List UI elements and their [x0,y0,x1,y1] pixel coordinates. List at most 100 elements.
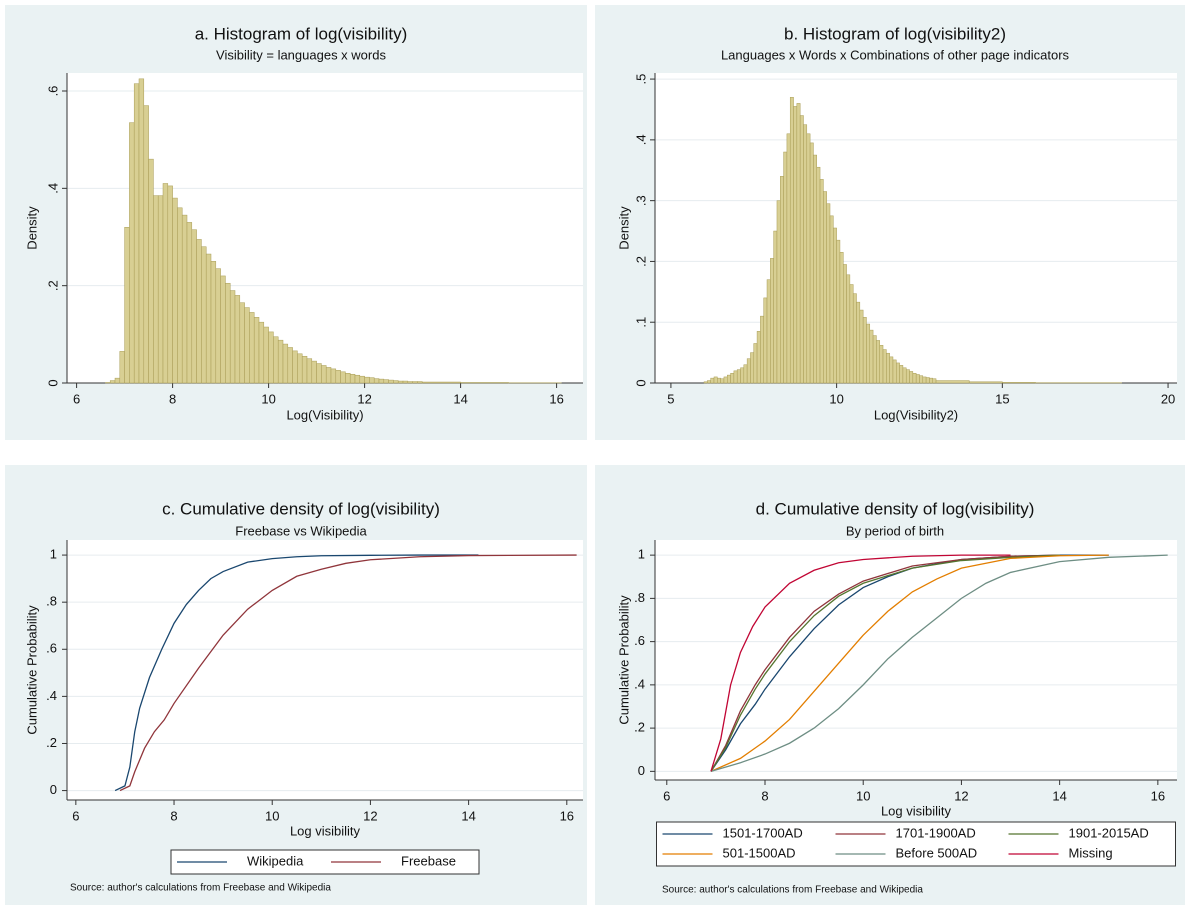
x-tick-label: 16 [1151,788,1165,803]
bar [803,124,808,384]
bar [369,377,375,384]
bar [249,312,255,384]
x-axis-label: Log visibility [881,803,952,818]
bar [133,83,140,384]
bar [220,275,226,384]
bar [292,350,298,384]
bar [383,379,389,384]
y-tick-label: .3 [633,195,648,206]
bar [277,339,284,384]
bar [809,142,814,384]
x-tick-label: 6 [663,788,670,803]
bar [244,307,250,384]
bar [129,122,135,384]
bar [796,103,801,384]
bar [282,343,289,384]
bar [148,158,154,384]
x-tick-label: 20 [1161,391,1175,406]
y-tick-label: .8 [46,594,57,609]
bar [119,351,125,384]
legend-label: Missing [1069,845,1113,860]
y-axis-label: Cumulative Probability [616,595,631,725]
bar [869,329,874,384]
bar [876,340,880,384]
bar [205,253,212,384]
y-tick-label: .4 [634,676,645,691]
bar [253,317,260,384]
y-tick-label: 0 [50,782,57,797]
bar [886,352,890,384]
bar [783,151,788,384]
bar [345,373,351,384]
x-tick-label: 10 [261,391,275,406]
source-note: Source: author's calculations from Freeb… [70,883,331,894]
bar [258,321,265,384]
bar [819,179,824,384]
bar [124,227,130,384]
x-tick-label: 12 [357,391,371,406]
bar [225,282,231,384]
y-tick-label: .6 [45,86,60,97]
cdf-line [710,554,1060,772]
x-tick-label: 14 [461,808,475,823]
bar [859,309,864,384]
y-tick-label: 1 [50,547,57,562]
bar [162,183,169,384]
bar [882,349,887,384]
bar [746,358,751,384]
y-tick-label: .2 [634,720,645,735]
bar [919,375,924,384]
bar [297,353,303,384]
bar [766,279,771,384]
x-tick-label: 12 [954,788,968,803]
bar [234,295,241,384]
chart-subtitle: Languages x Words x Combinations of othe… [721,47,1070,62]
bar [915,374,920,384]
y-tick-label: .6 [46,641,57,656]
bar [215,268,221,384]
bar [753,343,758,384]
bar [856,301,861,384]
y-tick-label: .8 [634,590,645,605]
legend-box [656,821,1176,867]
bar [306,358,313,384]
bar [378,378,385,384]
bar [402,380,409,384]
y-axis-label: Density [616,206,631,250]
bar [866,323,871,384]
bar [703,381,708,384]
legend-label: 501-1500AD [723,845,796,860]
chart-title: d. Cumulative density of log(visibility) [756,499,1035,518]
bar [912,373,917,384]
x-tick-label: 8 [761,788,768,803]
bar [929,377,933,384]
legend-label: Freebase [401,853,456,868]
cdf-line [710,554,1060,772]
bar [191,229,197,384]
y-tick-label: .2 [46,735,57,750]
y-tick-label: .4 [46,688,57,703]
y-tick-label: 1 [638,547,645,562]
plot-area [655,73,1177,383]
chart-title: c. Cumulative density of log(visibility) [162,499,440,518]
bar [829,215,834,384]
bar [1002,382,1036,384]
bar [330,368,337,384]
bar [892,359,897,384]
y-axis-label: Density [24,206,39,250]
bar [899,365,904,384]
bar [720,378,725,384]
bar [417,381,423,384]
bar [167,185,173,384]
bar [826,203,831,384]
bar [239,302,245,384]
bar [407,381,413,384]
legend-label: Wikipedia [247,853,304,868]
x-tick-label: 8 [170,808,177,823]
chart-subtitle: Freebase vs Wikipedia [235,523,367,538]
bar [412,381,418,384]
cdf-line [710,554,1011,772]
x-tick-label: 5 [667,391,674,406]
bar [736,369,741,384]
